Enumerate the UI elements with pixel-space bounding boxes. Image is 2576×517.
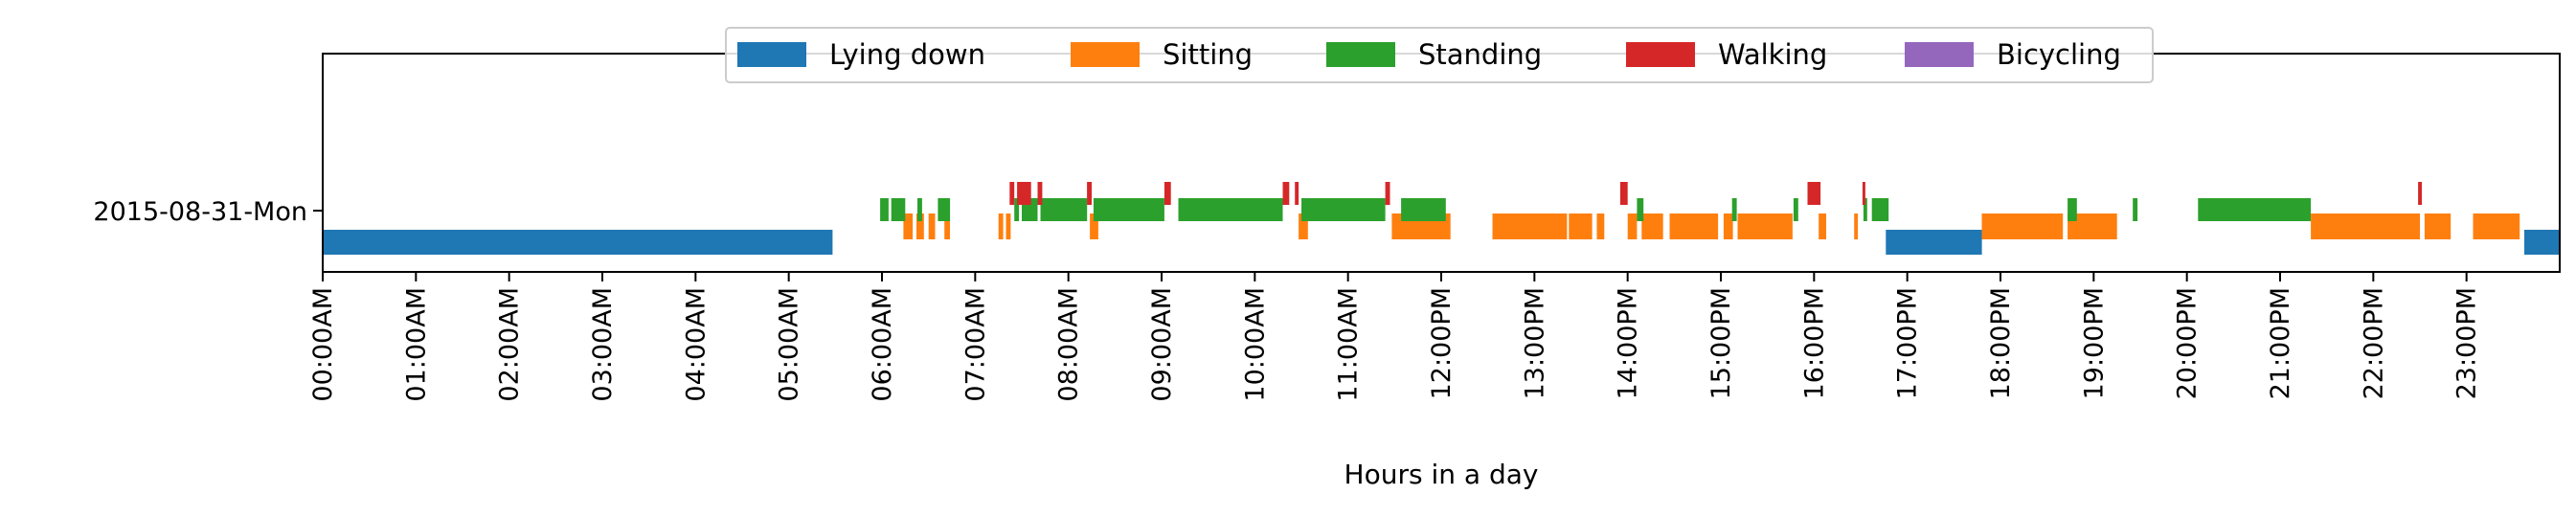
- standing-bar-15: [1871, 198, 1889, 221]
- legend-label-bicycling: Bicycling: [1997, 38, 2121, 71]
- x-tick-label: 09:00AM: [1147, 287, 1177, 402]
- standing-bar-1: [891, 198, 906, 221]
- x-tick-label: 07:00AM: [960, 287, 990, 402]
- walking-bar-6: [1295, 182, 1299, 205]
- walking-bar-2: [1037, 182, 1043, 205]
- sitting-bar-12: [1627, 214, 1638, 239]
- x-tick-label: 10:00AM: [1240, 287, 1270, 402]
- standing-bar-8: [1178, 198, 1283, 221]
- legend-box: [725, 27, 2154, 83]
- legend-swatch-bicycling: [1905, 42, 1974, 67]
- standing-bar-12: [1731, 198, 1737, 221]
- standing-bar-18: [2198, 198, 2312, 221]
- lying-down-bar-0: [323, 230, 833, 255]
- sitting-bar-1: [916, 214, 924, 239]
- standing-bar-16: [2068, 198, 2077, 221]
- legend-swatch-lying-down: [737, 42, 806, 67]
- sitting-bar-5: [1006, 214, 1011, 239]
- x-tick-label: 19:00PM: [2079, 287, 2109, 399]
- sitting-bar-22: [2424, 214, 2452, 239]
- x-tick-label: 04:00AM: [681, 287, 711, 402]
- bars-layer: [323, 182, 2560, 255]
- lying-down-bar-1: [1886, 230, 1982, 255]
- x-tick-label: 20:00PM: [2173, 287, 2203, 399]
- x-tick-label: 23:00PM: [2452, 287, 2482, 399]
- x-tick-label: 01:00AM: [401, 287, 431, 402]
- x-tick-label: 21:00PM: [2266, 287, 2295, 399]
- y-tick-label: 2015-08-31-Mon: [93, 197, 307, 227]
- walking-bar-10: [1862, 182, 1865, 205]
- legend-swatch-standing: [1326, 42, 1395, 67]
- sitting-bar-11: [1596, 214, 1605, 239]
- standing-bar-14: [1863, 198, 1867, 221]
- standing-bar-3: [938, 198, 951, 221]
- x-tick-label: 13:00PM: [1520, 287, 1549, 399]
- standing-bar-4: [1014, 198, 1020, 221]
- x-tick-label: 22:00PM: [2359, 287, 2388, 399]
- standing-bar-7: [1093, 198, 1164, 221]
- walking-bar-4: [1164, 182, 1171, 205]
- x-tick-label: 03:00AM: [588, 287, 618, 402]
- walking-bar-8: [1619, 182, 1628, 205]
- sitting-bar-3: [944, 214, 950, 239]
- sitting-bar-21: [2311, 214, 2420, 239]
- x-tick-label: 12:00PM: [1427, 287, 1457, 399]
- sitting-bar-2: [928, 214, 936, 239]
- standing-bar-13: [1793, 198, 1798, 221]
- x-tick-label: 02:00AM: [495, 287, 525, 402]
- sitting-bar-13: [1641, 214, 1663, 239]
- standing-bar-9: [1301, 198, 1386, 221]
- x-axis-ticks: 00:00AM 01:00AM 02:00AM 03:00AM 04:00AM 05:00…: [308, 272, 2482, 402]
- x-tick-label: 00:00AM: [308, 287, 338, 402]
- x-tick-label: 18:00PM: [1986, 287, 2016, 399]
- legend-label-lying-down: Lying down: [829, 38, 985, 71]
- walking-bar-7: [1385, 182, 1390, 205]
- sitting-bar-15: [1723, 214, 1733, 239]
- standing-bar-6: [1040, 198, 1088, 221]
- sitting-bar-16: [1737, 214, 1793, 239]
- x-axis-label: Hours in a day: [1344, 459, 1539, 490]
- legend-label-sitting: Sitting: [1163, 38, 1253, 71]
- x-tick-label: 08:00AM: [1054, 287, 1084, 402]
- walking-bar-0: [1009, 182, 1015, 205]
- legend-swatch-walking: [1626, 42, 1695, 67]
- walking-bar-9: [1807, 182, 1821, 205]
- legend-label-walking: Walking: [1718, 38, 1827, 71]
- sitting-bar-6: [1090, 214, 1098, 239]
- x-tick-label: 15:00PM: [1706, 287, 1736, 399]
- standing-bar-10: [1401, 198, 1446, 221]
- x-tick-label: 05:00AM: [775, 287, 804, 402]
- walking-bar-3: [1087, 182, 1092, 205]
- sitting-bar-7: [1299, 214, 1308, 239]
- sitting-bar-23: [2473, 214, 2520, 239]
- standing-bar-0: [880, 198, 889, 221]
- standing-bar-11: [1637, 198, 1644, 221]
- walking-bar-11: [2418, 182, 2422, 205]
- legend-swatch-sitting: [1071, 42, 1140, 67]
- legend-label-standing: Standing: [1418, 38, 1542, 71]
- sitting-bar-4: [998, 214, 1004, 239]
- x-tick-label: 06:00AM: [868, 287, 897, 402]
- walking-bar-5: [1282, 182, 1290, 205]
- sitting-bar-17: [1819, 214, 1826, 239]
- legend: Lying down Sitting Standing Walking Bicyclin…: [725, 27, 2154, 83]
- x-tick-label: 16:00PM: [1799, 287, 1829, 399]
- standing-bar-17: [2133, 198, 2138, 221]
- sitting-bar-19: [1981, 214, 2064, 239]
- x-tick-label: 11:00AM: [1334, 287, 1364, 402]
- sitting-bar-10: [1569, 214, 1593, 239]
- lying-down-bar-2: [2524, 230, 2560, 255]
- sitting-bar-18: [1854, 214, 1859, 239]
- standing-bar-2: [917, 198, 922, 221]
- sitting-bar-14: [1669, 214, 1719, 239]
- x-tick-label: 14:00PM: [1614, 287, 1643, 399]
- walking-bar-1: [1017, 182, 1031, 205]
- y-axis-ticks: 2015-08-31-Mon: [93, 197, 323, 227]
- sitting-bar-9: [1492, 214, 1568, 239]
- x-tick-label: 17:00PM: [1893, 287, 1923, 399]
- sitting-bar-0: [903, 214, 914, 239]
